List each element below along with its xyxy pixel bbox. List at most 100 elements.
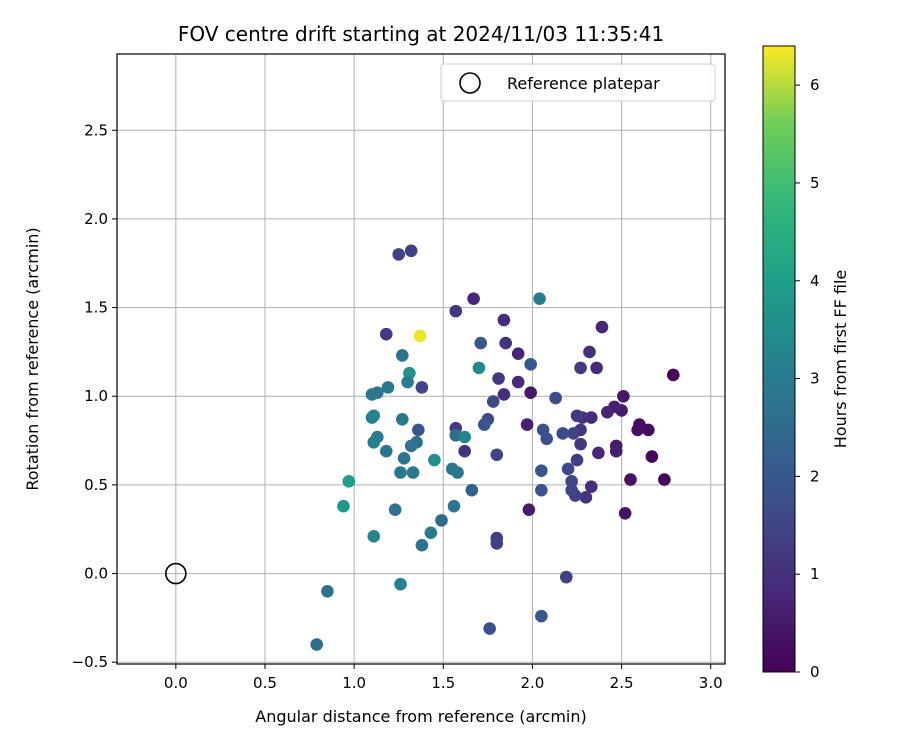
data-point [467, 292, 480, 306]
data-point [404, 439, 418, 453]
data-point [574, 361, 587, 375]
data-point [565, 475, 578, 488]
y-tick-label: 0.5 [84, 476, 108, 494]
gridlines [117, 54, 725, 664]
data-point [394, 577, 407, 591]
x-tick-label: 0.0 [164, 674, 188, 692]
data-point [511, 375, 525, 389]
data-point [631, 423, 644, 437]
x-tick-label: 2.0 [521, 674, 545, 692]
colorbar: 0 1 2 3 4 5 6 Hours from first FF file [762, 45, 850, 681]
y-tick-label: 1.0 [84, 387, 108, 405]
data-point [490, 448, 504, 462]
data-point [584, 480, 598, 493]
data-point [367, 530, 381, 543]
data-point [397, 452, 411, 465]
data-point [658, 473, 671, 486]
x-tick-label: 1.0 [342, 674, 366, 692]
colorbar-tick-label: 3 [810, 370, 820, 388]
legend-entry-reference: Reference platepar [507, 74, 660, 93]
data-point [592, 446, 605, 460]
data-point [321, 584, 334, 598]
x-tick-label: 0.5 [253, 674, 277, 692]
data-point [579, 491, 593, 504]
data-point [511, 347, 525, 360]
data-point [549, 391, 562, 405]
data-point [645, 450, 659, 463]
data-point [524, 386, 537, 399]
data-point [465, 483, 479, 497]
data-point [412, 423, 425, 437]
data-point [560, 570, 573, 584]
data-point [486, 395, 500, 408]
data-point [379, 327, 393, 341]
y-axis-ticks: −0.5 0.0 0.5 1.0 1.5 2.0 2.5 [72, 121, 117, 671]
data-point [584, 411, 598, 424]
y-tick-label: 2.5 [84, 121, 108, 139]
data-point [310, 638, 323, 651]
data-point [337, 499, 350, 513]
x-tick-label: 2.5 [610, 674, 634, 692]
data-point [472, 361, 486, 375]
y-tick-label: 1.5 [84, 299, 108, 317]
data-point [381, 381, 395, 394]
data-point [609, 444, 623, 458]
data-point [392, 248, 406, 261]
data-point [520, 418, 534, 431]
data-point [595, 320, 609, 334]
y-tick-label: 0.0 [84, 565, 108, 583]
data-point [415, 381, 429, 394]
data-point [536, 423, 550, 437]
data-point [492, 372, 505, 385]
data-point [413, 329, 427, 343]
y-axis-label: Rotation from reference (arcmin) [23, 227, 42, 490]
y-tick-label: 2.0 [84, 210, 108, 228]
colorbar-tick-label: 1 [810, 565, 820, 583]
data-point [570, 453, 584, 467]
colorbar-tick-label: 0 [810, 663, 820, 681]
reference-platepar-marker [165, 562, 187, 585]
colorbar-gradient [762, 45, 796, 673]
data-point [497, 388, 511, 401]
data-point [428, 453, 441, 467]
data-point [499, 336, 512, 350]
data-point [497, 313, 511, 327]
x-tick-label: 1.5 [431, 674, 455, 692]
data-point [477, 418, 491, 431]
data-point [483, 622, 496, 635]
data-point [524, 358, 537, 371]
data-point [449, 304, 463, 318]
data-point [565, 483, 578, 497]
data-point [535, 483, 548, 497]
data-point [388, 503, 402, 517]
legend-reference-icon [459, 72, 481, 94]
data-point [666, 368, 680, 382]
data-point [535, 609, 548, 623]
data-point [590, 361, 603, 375]
data-point [522, 503, 536, 517]
colorbar-tick-label: 6 [810, 76, 820, 94]
y-tick-label: −0.5 [72, 653, 108, 671]
data-point [570, 409, 584, 423]
data-point [404, 244, 418, 258]
data-point [406, 466, 420, 479]
data-point [458, 430, 471, 444]
data-point [394, 466, 407, 479]
data-point [490, 537, 504, 550]
data-point [379, 444, 393, 458]
data-point [474, 336, 488, 350]
data-point [574, 437, 587, 451]
data-point [567, 427, 580, 440]
data-point [618, 506, 632, 520]
data-point [601, 405, 614, 419]
x-axis-label: Angular distance from reference (arcmin) [255, 707, 586, 726]
data-point [617, 389, 630, 403]
legend-box [440, 63, 716, 102]
data-point [561, 462, 575, 476]
colorbar-tick-label: 2 [810, 467, 820, 485]
colorbar-tick-label: 4 [810, 272, 820, 290]
data-point [395, 412, 409, 426]
data-point [342, 475, 356, 488]
